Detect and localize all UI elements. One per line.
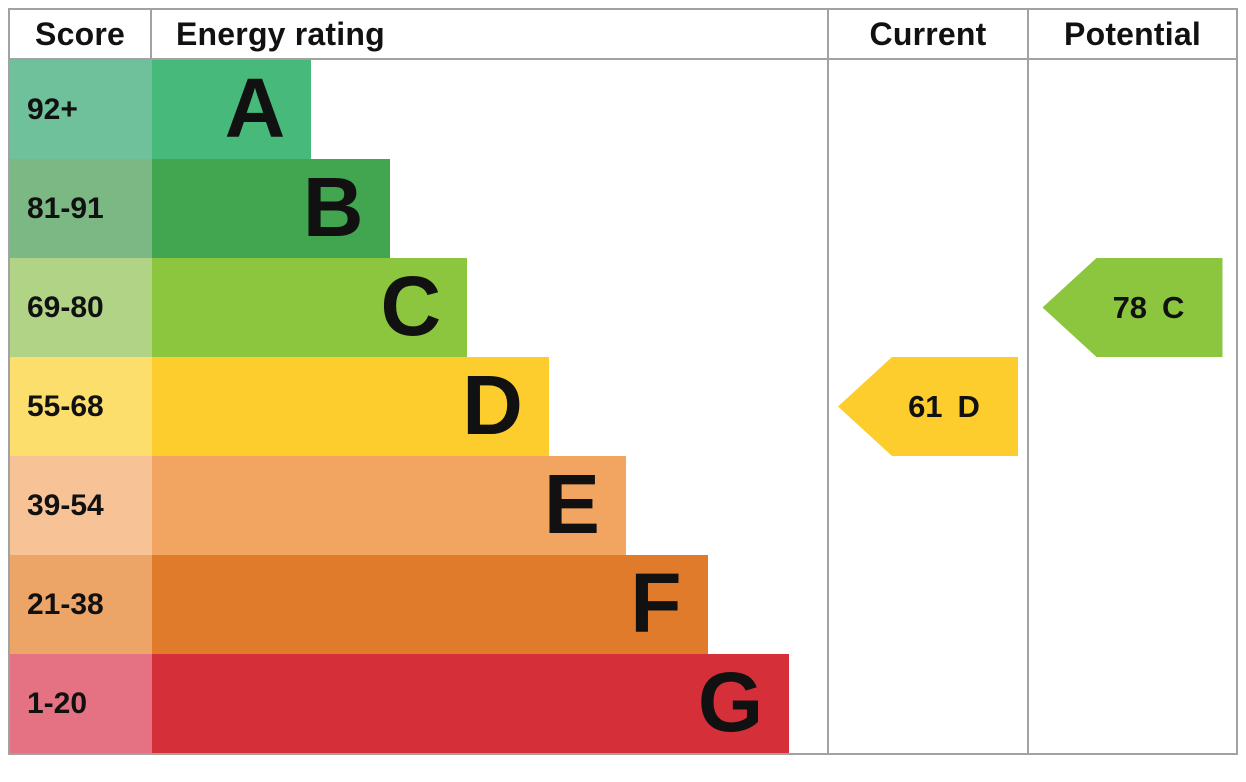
rating-bar-e: E	[152, 456, 626, 555]
rating-bar-f: F	[152, 555, 708, 654]
current-rating-value: 61	[908, 388, 943, 424]
band-row-g: 1-20 G	[10, 654, 1236, 753]
band-row-d: 55-68 D 61 D	[10, 357, 1236, 456]
band-row-e: 39-54 E	[10, 456, 1236, 555]
band-row-a: 92+ A	[10, 60, 1236, 159]
rating-bar-d: D	[152, 357, 549, 456]
potential-header-label: Potential	[1064, 15, 1201, 52]
band-letter-g: G	[697, 654, 764, 749]
score-cell-g: 1-20	[10, 654, 152, 753]
band-row-c: 69-80 C 78 C	[10, 258, 1236, 357]
score-cell-b: 81-91	[10, 159, 152, 258]
band-letter-a: A	[224, 60, 286, 155]
band-letter-e: E	[543, 456, 600, 551]
score-cell-a: 92+	[10, 60, 152, 159]
band-row-b: 81-91 B	[10, 159, 1236, 258]
band-letter-f: F	[630, 555, 682, 650]
score-range-label-e: 39-54	[27, 488, 104, 522]
score-cell-f: 21-38	[10, 555, 152, 654]
score-range-label-g: 1-20	[27, 686, 88, 720]
current-rating-arrow: 61 D	[838, 357, 1018, 456]
score-range-label-d: 55-68	[27, 389, 104, 423]
band-row-f: 21-38 F	[10, 555, 1236, 654]
score-cell-e: 39-54	[10, 456, 152, 555]
energy-rating-column-header: Energy rating	[152, 10, 827, 58]
score-range-label-a: 92+	[27, 92, 78, 126]
energy-rating-chart: Score Energy rating Current Potential 92…	[8, 8, 1238, 755]
current-header-label: Current	[869, 15, 987, 52]
score-range-label-b: 81-91	[27, 191, 104, 225]
rating-bar-a: A	[152, 60, 312, 159]
band-letter-c: C	[380, 258, 442, 353]
rating-bar-g: G	[152, 654, 790, 753]
current-column-header: Current	[827, 10, 1027, 58]
potential-rating-arrow: 78 C	[1042, 258, 1223, 357]
energy-rating-header-label: Energy rating	[176, 15, 385, 52]
score-cell-c: 69-80	[10, 258, 152, 357]
score-column-header: Score	[10, 10, 152, 58]
band-letter-b: B	[302, 159, 364, 254]
score-range-label-f: 21-38	[27, 587, 104, 621]
chart-header-row: Score Energy rating Current Potential	[10, 10, 1236, 60]
rating-bar-c: C	[152, 258, 468, 357]
potential-column-header: Potential	[1027, 10, 1236, 58]
potential-rating-letter: C	[1162, 289, 1185, 325]
score-cell-d: 55-68	[10, 357, 152, 456]
current-rating-letter: D	[957, 388, 980, 424]
score-range-label-c: 69-80	[27, 290, 104, 324]
score-header-label: Score	[35, 15, 125, 52]
band-letter-d: D	[462, 357, 523, 452]
potential-rating-value: 78	[1112, 289, 1148, 325]
rating-bar-b: B	[152, 159, 390, 258]
